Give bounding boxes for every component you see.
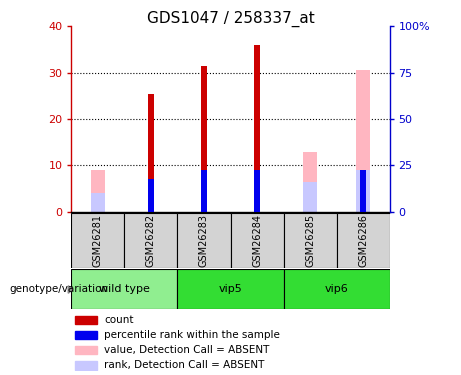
Bar: [254, 45, 260, 212]
Bar: [230, 213, 284, 268]
Bar: [124, 213, 177, 268]
Bar: [75, 362, 97, 369]
Text: GSM26282: GSM26282: [146, 214, 156, 267]
Text: GSM26284: GSM26284: [252, 214, 262, 267]
Bar: [284, 269, 390, 309]
Bar: [75, 316, 97, 324]
Bar: [148, 179, 154, 212]
Bar: [356, 170, 370, 212]
Bar: [91, 170, 105, 212]
Bar: [71, 269, 177, 309]
Bar: [177, 269, 284, 309]
Text: GSM26283: GSM26283: [199, 214, 209, 267]
Bar: [360, 170, 366, 212]
Text: percentile rank within the sample: percentile rank within the sample: [104, 330, 280, 340]
Bar: [71, 213, 124, 268]
Text: GSM26286: GSM26286: [358, 214, 368, 267]
Bar: [75, 331, 97, 339]
Bar: [254, 170, 260, 212]
Bar: [201, 66, 207, 212]
Text: value, Detection Call = ABSENT: value, Detection Call = ABSENT: [104, 345, 270, 355]
Polygon shape: [68, 286, 73, 293]
Text: vip6: vip6: [325, 284, 349, 294]
Text: GDS1047 / 258337_at: GDS1047 / 258337_at: [147, 11, 314, 27]
Bar: [201, 170, 207, 212]
Text: genotype/variation: genotype/variation: [9, 285, 108, 294]
Bar: [75, 346, 97, 354]
Text: GSM26281: GSM26281: [93, 214, 103, 267]
Bar: [356, 70, 370, 212]
Text: wild type: wild type: [99, 284, 150, 294]
Text: count: count: [104, 315, 134, 325]
Text: rank, Detection Call = ABSENT: rank, Detection Call = ABSENT: [104, 360, 265, 370]
Bar: [148, 93, 154, 212]
Bar: [337, 213, 390, 268]
Bar: [284, 213, 337, 268]
Text: vip5: vip5: [219, 284, 242, 294]
Text: GSM26285: GSM26285: [305, 214, 315, 267]
Bar: [303, 152, 317, 212]
Bar: [91, 194, 105, 212]
Bar: [177, 213, 230, 268]
Bar: [303, 182, 317, 212]
